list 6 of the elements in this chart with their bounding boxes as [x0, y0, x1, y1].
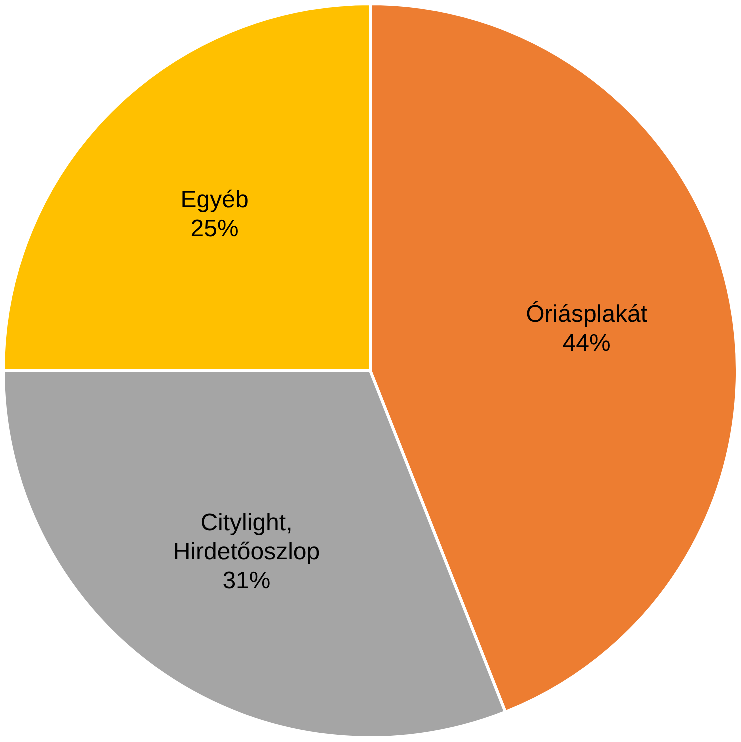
data-label: 44%: [562, 330, 611, 357]
slice-label: Egyéb: [180, 186, 249, 214]
slice-label: Citylight, Hirdetőoszlop: [173, 510, 320, 566]
data-label: 31%: [222, 568, 271, 595]
slice-label: Óriásplakát: [526, 300, 648, 328]
data-label: 25%: [190, 215, 239, 242]
